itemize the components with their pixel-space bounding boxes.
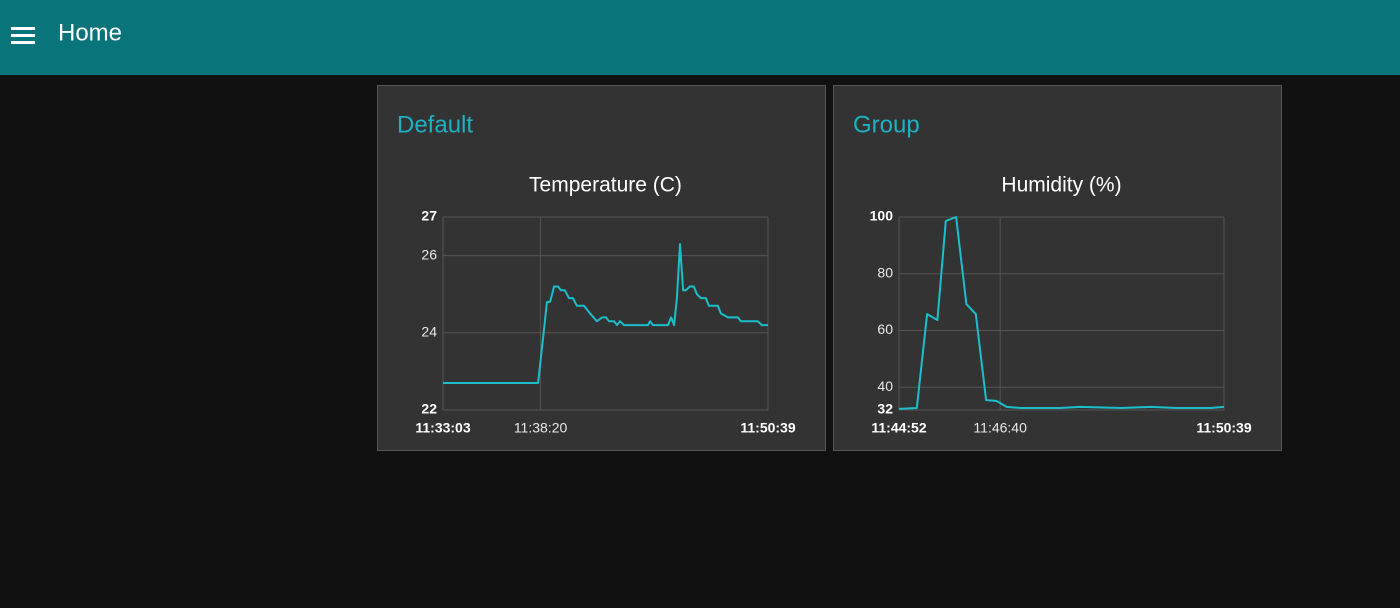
x-tick-label: 11:33:03 [415,420,470,436]
y-tick-label: 26 [421,246,437,262]
y-tick-label: 40 [877,378,893,394]
group-card [377,85,826,451]
toolbar [0,0,1400,75]
data-line [443,243,768,384]
x-tick-label: 11:50:39 [740,420,795,436]
y-tick-label: 100 [870,208,894,224]
x-tick-label: 11:44:52 [871,420,926,436]
y-tick-label: 22 [421,401,437,417]
y-tick-label: 24 [421,324,437,340]
menu-bar [11,41,35,44]
x-tick-label: 11:46:40 [973,420,1027,436]
menu-button[interactable] [11,27,35,44]
x-tick-label: 11:38:20 [514,420,568,436]
menu-bar [11,34,35,37]
group-title: Group [853,111,920,138]
chart-title: Temperature (C) [529,174,682,197]
menu-bar [11,27,35,30]
y-tick-label: 80 [877,264,893,280]
data-line [898,216,1225,410]
y-tick-label: 60 [877,321,893,337]
y-tick-label: 27 [421,208,437,224]
toolbar-title: Home [58,19,122,46]
x-tick-label: 11:50:39 [1196,420,1251,436]
group-title: Default [397,111,473,138]
chart-title: Humidity (%) [1001,174,1121,197]
group-card [833,85,1282,451]
y-tick-label: 32 [877,401,893,417]
